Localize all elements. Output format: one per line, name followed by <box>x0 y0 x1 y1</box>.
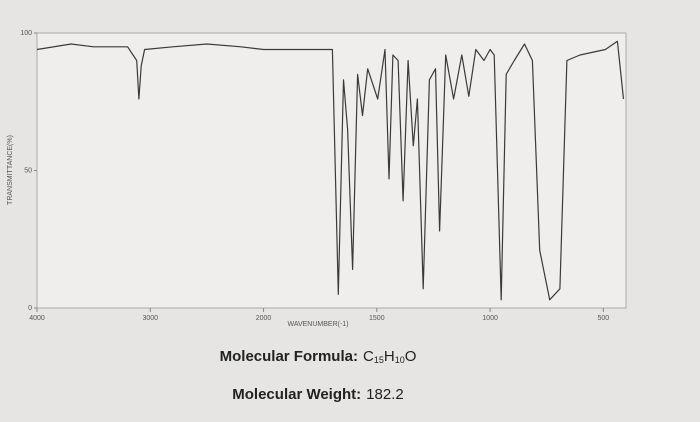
weight-label: Molecular Weight: <box>232 386 361 403</box>
y-tick-label: 0 <box>28 305 32 312</box>
element-count: 10 <box>395 355 405 365</box>
x-tick-label: 3000 <box>142 315 158 322</box>
x-axis-label: WAVENUMBER(-1) <box>287 321 348 328</box>
element-symbol: C <box>363 348 374 365</box>
y-tick-label: 100 <box>20 30 32 37</box>
weight-value: 182.2 <box>366 386 404 403</box>
element-count: 15 <box>374 355 384 365</box>
y-tick-label: 50 <box>24 167 32 174</box>
y-axis-label: TRANSMITTANCE(%) <box>7 135 14 205</box>
molecular-weight: Molecular Weight: 182.2 <box>232 386 403 403</box>
x-tick-label: 1000 <box>482 315 498 322</box>
x-tick-label: 4000 <box>29 315 45 322</box>
plot-frame <box>36 32 627 309</box>
x-tick-label: 1500 <box>369 315 385 322</box>
x-tick-label: 2000 <box>256 315 272 322</box>
formula-label: Molecular Formula: <box>220 348 358 365</box>
spectrum-line <box>36 40 625 301</box>
molecular-formula: Molecular Formula:C15​H10​O <box>220 348 417 365</box>
x-tick-label: 500 <box>598 315 610 322</box>
element-symbol: H <box>384 348 395 365</box>
element-symbol: O <box>405 348 417 365</box>
